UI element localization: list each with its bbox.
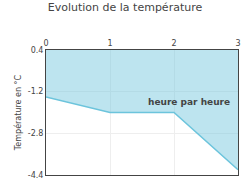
svg-text:Evolution de la température: Evolution de la température bbox=[48, 1, 203, 14]
svg-text:0.4: 0.4 bbox=[31, 46, 44, 55]
svg-text:2: 2 bbox=[171, 39, 176, 48]
svg-text:-4.4: -4.4 bbox=[28, 171, 44, 180]
svg-text:-1.2: -1.2 bbox=[28, 87, 44, 96]
svg-text:3: 3 bbox=[235, 39, 240, 48]
svg-text:-2.8: -2.8 bbox=[28, 129, 44, 138]
svg-text:Température en °C: Température en °C bbox=[13, 74, 23, 151]
svg-text:1: 1 bbox=[107, 39, 112, 48]
svg-text:0: 0 bbox=[43, 39, 48, 48]
svg-text:heure par heure: heure par heure bbox=[148, 97, 230, 107]
